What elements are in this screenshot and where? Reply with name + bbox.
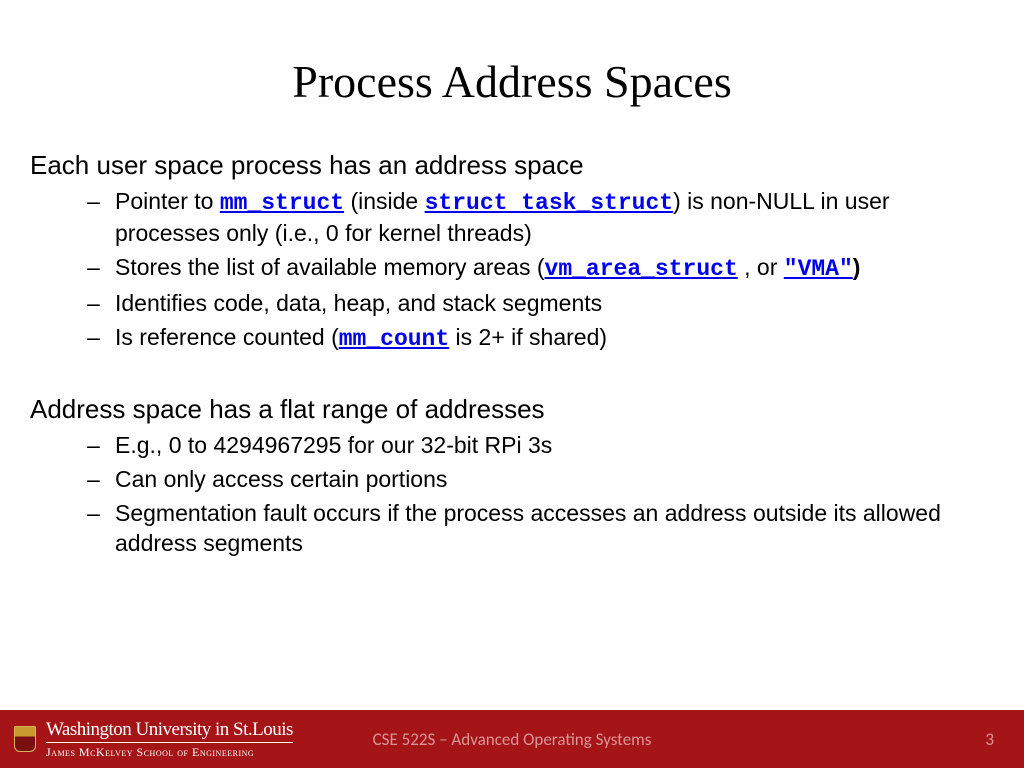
- code-term: vm_area_struct: [545, 256, 738, 282]
- list-item: Segmentation fault occurs if the process…: [115, 499, 994, 559]
- page-number: 3: [985, 729, 994, 750]
- list-item: E.g., 0 to 4294967295 for our 32-bit RPi…: [115, 431, 994, 461]
- code-term: mm_count: [339, 326, 449, 352]
- text-fragment: Is reference counted (: [115, 324, 339, 350]
- text-fragment: Segmentation fault occurs if the process…: [115, 500, 941, 556]
- list-item: Identifies code, data, heap, and stack s…: [115, 289, 994, 319]
- list-item: Is reference counted (mm_count is 2+ if …: [115, 323, 994, 355]
- school-name: James McKelvey School of Engineering: [46, 746, 293, 758]
- slide-footer: Washington University in St.Louis James …: [0, 710, 1024, 768]
- university-logo: Washington University in St.Louis James …: [0, 720, 293, 758]
- text-fragment: , or: [738, 254, 784, 280]
- list-item: Can only access certain portions: [115, 465, 994, 495]
- section2-list: E.g., 0 to 4294967295 for our 32-bit RPi…: [30, 431, 994, 559]
- text-fragment: (inside: [344, 188, 425, 214]
- text-fragment: is 2+ if shared): [449, 324, 607, 350]
- code-term: struct task_struct: [425, 190, 673, 216]
- logo-text: Washington University in St.Louis James …: [46, 720, 293, 758]
- text-fragment: ): [853, 254, 861, 280]
- code-term: "VMA": [784, 256, 853, 282]
- list-item: Stores the list of available memory area…: [115, 253, 994, 285]
- course-label: CSE 522S – Advanced Operating Systems: [373, 729, 652, 750]
- slide-title: Process Address Spaces: [0, 0, 1024, 138]
- text-fragment: Identifies code, data, heap, and stack s…: [115, 290, 602, 316]
- section1-heading: Each user space process has an address s…: [30, 150, 994, 181]
- shield-icon: [14, 726, 36, 752]
- section1-list: Pointer to mm_struct (inside struct task…: [30, 187, 994, 354]
- slide-content: Each user space process has an address s…: [0, 150, 1024, 559]
- text-fragment: Pointer to: [115, 188, 220, 214]
- text-fragment: E.g., 0 to 4294967295 for our 32-bit RPi…: [115, 432, 552, 458]
- code-term: mm_struct: [220, 190, 344, 216]
- text-fragment: Can only access certain portions: [115, 466, 447, 492]
- section2-heading: Address space has a flat range of addres…: [30, 394, 994, 425]
- list-item: Pointer to mm_struct (inside struct task…: [115, 187, 994, 249]
- text-fragment: Stores the list of available memory area…: [115, 254, 545, 280]
- university-name: Washington University in St.Louis: [46, 720, 293, 743]
